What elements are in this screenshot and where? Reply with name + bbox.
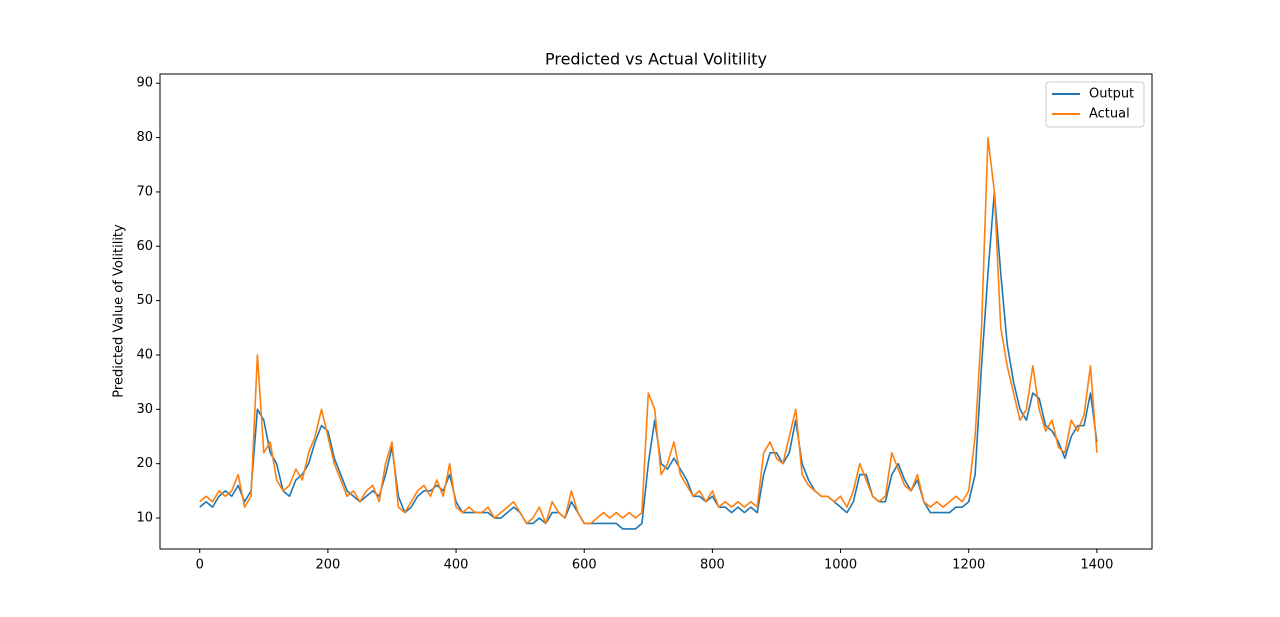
legend-label: Actual <box>1089 107 1130 122</box>
legend-label: Output <box>1089 87 1134 102</box>
chart-title: Predicted vs Actual Volitility <box>545 50 767 69</box>
y-tick-label: 10 <box>136 511 153 526</box>
y-axis-label: Predicted Value of Volitility <box>112 224 127 398</box>
y-tick-label: 90 <box>136 76 153 91</box>
y-tick-label: 80 <box>136 130 153 145</box>
x-tick-label: 200 <box>315 558 340 573</box>
x-tick-label: 600 <box>572 558 597 573</box>
x-tick-label: 400 <box>444 558 469 573</box>
x-tick-label: 0 <box>196 558 204 573</box>
plot-frame <box>159 73 1153 550</box>
series-line <box>199 191 1098 530</box>
y-tick-label: 20 <box>136 456 153 471</box>
y-tick-label: 50 <box>136 293 153 308</box>
y-tick-label: 70 <box>136 184 153 199</box>
y-tick-label: 60 <box>136 239 153 254</box>
x-tick-label: 1000 <box>824 558 857 573</box>
series-line <box>199 136 1098 525</box>
x-tick-label: 800 <box>700 558 725 573</box>
y-tick-label: 30 <box>136 402 153 417</box>
x-tick-label: 1200 <box>952 558 985 573</box>
y-tick-label: 40 <box>136 347 153 362</box>
x-tick-label: 1400 <box>1080 558 1113 573</box>
